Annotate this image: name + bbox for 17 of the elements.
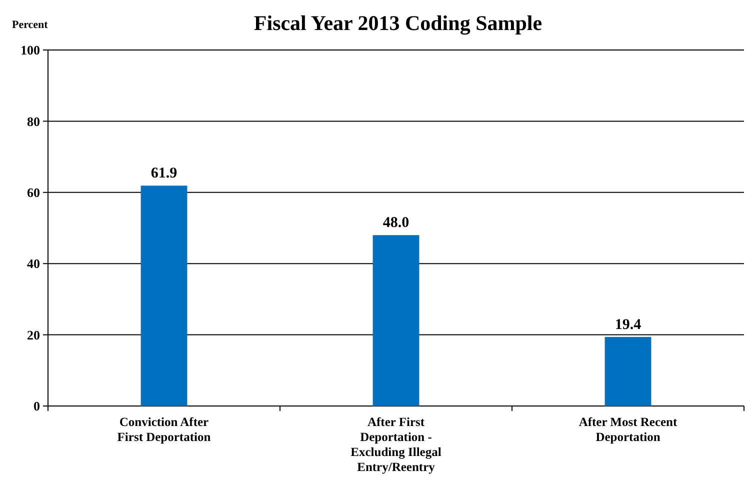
- bar: [140, 186, 188, 406]
- chart-title: Fiscal Year 2013 Coding Sample: [254, 11, 542, 35]
- y-tick-label: 100: [20, 42, 40, 58]
- y-tick-label: 40: [27, 256, 40, 272]
- y-tick-label: 60: [27, 184, 40, 200]
- y-tick-label: 0: [34, 398, 40, 414]
- x-tick-label: After Most Recent Deportation: [578, 415, 678, 444]
- data-label: 61.9: [150, 166, 178, 182]
- bar: [604, 336, 652, 406]
- y-tick-label: 80: [27, 114, 40, 129]
- data-label: 19.4: [614, 316, 642, 333]
- y-tick-label: 20: [27, 327, 40, 342]
- x-tick-label: Conviction After First Deportation: [117, 415, 211, 444]
- data-label: 48.0: [382, 215, 410, 232]
- x-tick-label: After First Deportation - Excluding Illegal Entry/Reentry: [350, 415, 442, 474]
- bar: [372, 235, 420, 406]
- y-axis-title: Percent: [12, 19, 48, 31]
